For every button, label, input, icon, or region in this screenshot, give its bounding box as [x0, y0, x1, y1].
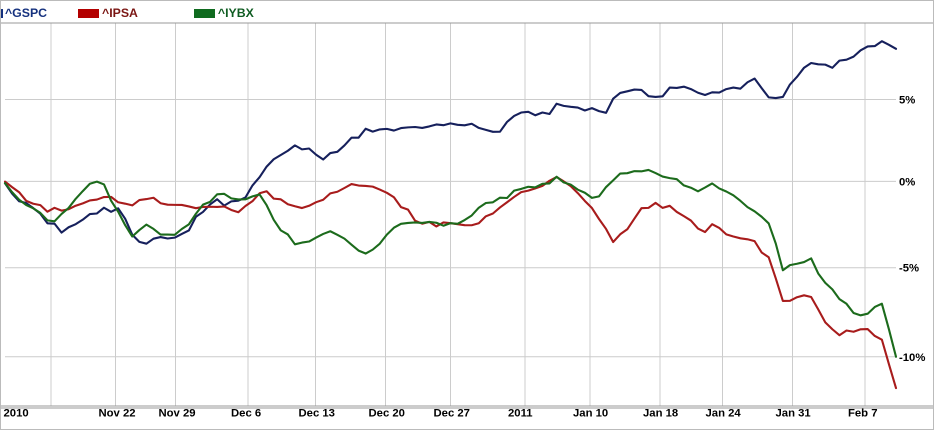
svg-text:2010: 2010: [4, 408, 29, 420]
svg-text:Dec 13: Dec 13: [299, 408, 335, 420]
svg-text:0%: 0%: [899, 176, 915, 188]
svg-text:Jan 31: Jan 31: [776, 408, 811, 420]
svg-text:Nov 22: Nov 22: [99, 408, 136, 420]
svg-text:-10%: -10%: [899, 352, 925, 364]
svg-text:Jan 18: Jan 18: [643, 408, 678, 420]
svg-text:Dec 20: Dec 20: [369, 408, 405, 420]
svg-text:Dec 27: Dec 27: [434, 408, 470, 420]
svg-text:Nov 29: Nov 29: [159, 408, 196, 420]
svg-text:2011: 2011: [508, 408, 533, 420]
svg-text:-5%: -5%: [899, 263, 919, 275]
svg-text:Feb 7: Feb 7: [848, 408, 878, 420]
svg-text:Jan 24: Jan 24: [706, 408, 742, 420]
svg-text:Dec 6: Dec 6: [231, 408, 261, 420]
svg-text:5%: 5%: [899, 95, 915, 107]
svg-text:Jan 10: Jan 10: [573, 408, 608, 420]
